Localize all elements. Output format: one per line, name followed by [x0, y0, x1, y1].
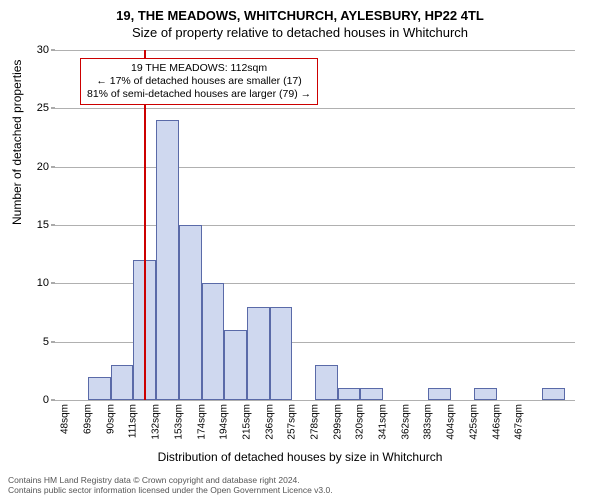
xtick-label: 362sqm: [400, 404, 411, 440]
xtick-label: 48sqm: [60, 404, 71, 434]
chart-title-address: 19, THE MEADOWS, WHITCHURCH, AYLESBURY, …: [0, 0, 600, 23]
footer-line-2: Contains public sector information licen…: [8, 485, 333, 496]
xtick-label: 467sqm: [514, 404, 525, 440]
histogram-bar: [428, 388, 451, 400]
ytick-label: 20: [37, 161, 49, 173]
xtick-label: 215sqm: [241, 404, 252, 440]
ytick-label: 30: [37, 44, 49, 56]
footer-attribution: Contains HM Land Registry data © Crown c…: [8, 475, 333, 496]
xtick-label: 341sqm: [378, 404, 389, 440]
xtick-label: 132sqm: [151, 404, 162, 440]
xtick-label: 404sqm: [446, 404, 457, 440]
histogram-bar: [224, 330, 247, 400]
ytick-label: 0: [43, 394, 49, 406]
annotation-line-2: ← 17% of detached houses are smaller (17…: [87, 75, 311, 88]
y-axis-label: Number of detached properties: [10, 60, 24, 225]
xtick-label: 90sqm: [105, 404, 116, 434]
x-axis-label: Distribution of detached houses by size …: [0, 450, 600, 464]
histogram-bar: [179, 225, 202, 400]
xtick-label: 446sqm: [491, 404, 502, 440]
ytick-label: 25: [37, 102, 49, 114]
gridline: [55, 400, 575, 401]
chart-title-subtitle: Size of property relative to detached ho…: [0, 23, 600, 40]
histogram-bar: [542, 388, 565, 400]
histogram-bar: [360, 388, 383, 400]
xtick-label: 194sqm: [219, 404, 230, 440]
histogram-bar: [111, 365, 134, 400]
ytick-label: 15: [37, 219, 49, 231]
histogram-bar: [315, 365, 338, 400]
gridline: [55, 50, 575, 51]
xtick-label: 383sqm: [423, 404, 434, 440]
xtick-label: 299sqm: [332, 404, 343, 440]
histogram-bar: [247, 307, 270, 400]
footer-line-1: Contains HM Land Registry data © Crown c…: [8, 475, 333, 486]
gridline: [55, 108, 575, 109]
xtick-label: 425sqm: [468, 404, 479, 440]
property-annotation-box: 19 THE MEADOWS: 112sqm ← 17% of detached…: [80, 58, 318, 105]
gridline: [55, 167, 575, 168]
annotation-line-1: 19 THE MEADOWS: 112sqm: [87, 62, 311, 75]
histogram-bar: [270, 307, 293, 400]
xtick-label: 320sqm: [355, 404, 366, 440]
histogram-bar: [156, 120, 179, 400]
histogram-bar: [202, 283, 225, 400]
xtick-label: 111sqm: [128, 404, 139, 438]
xtick-label: 278sqm: [310, 404, 321, 440]
xtick-label: 257sqm: [287, 404, 298, 440]
ytick-label: 5: [43, 336, 49, 348]
histogram-bar: [88, 377, 111, 400]
xtick-label: 153sqm: [173, 404, 184, 440]
annotation-line-3: 81% of semi-detached houses are larger (…: [87, 88, 311, 101]
xtick-label: 236sqm: [264, 404, 275, 440]
histogram-bar: [338, 388, 361, 400]
histogram-bar: [474, 388, 497, 400]
xtick-label: 69sqm: [83, 404, 94, 434]
gridline: [55, 225, 575, 226]
ytick-label: 10: [37, 277, 49, 289]
xtick-label: 174sqm: [196, 404, 207, 440]
